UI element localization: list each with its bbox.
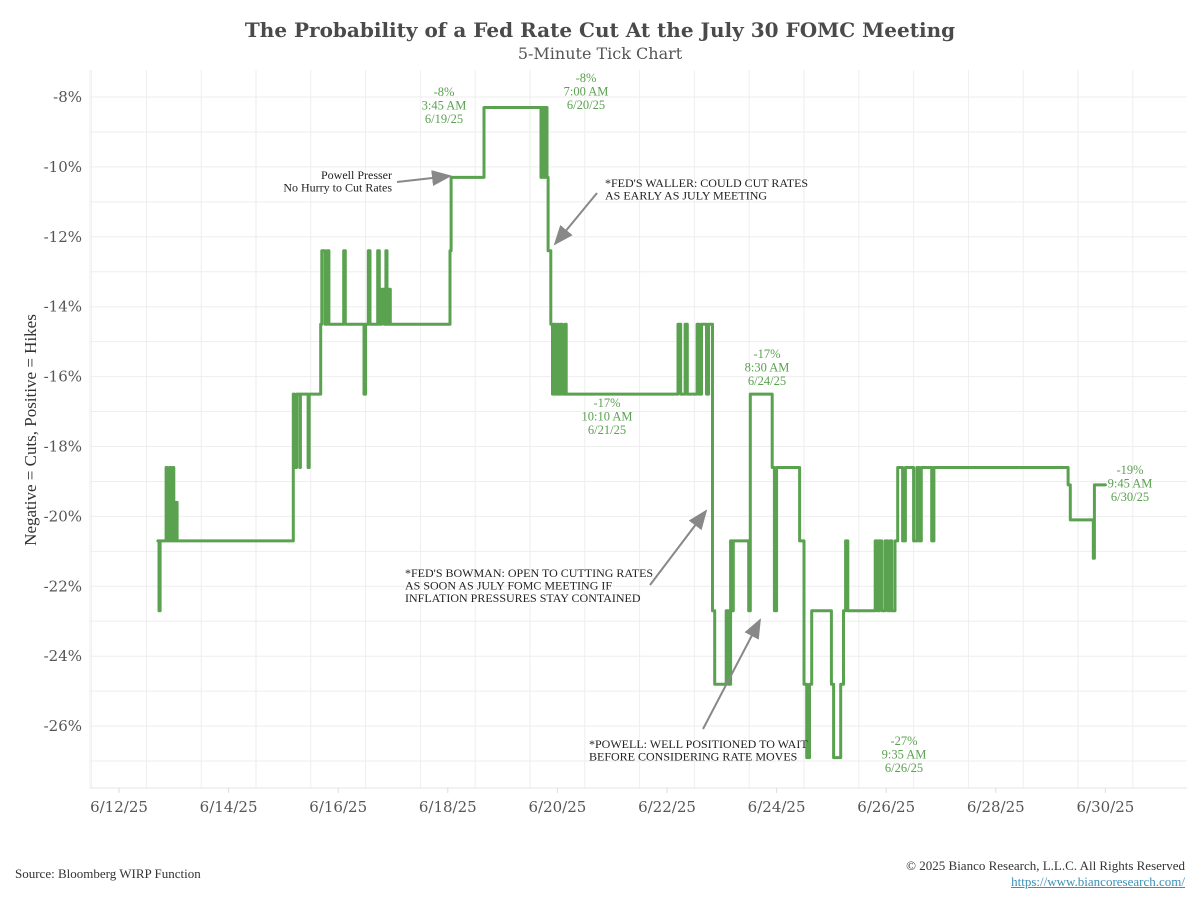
annotation-text: *FED'S WALLER: COULD CUT RATES — [605, 176, 808, 190]
point-label: -17%10:10 AM6/21/25 — [581, 396, 632, 437]
annotation-text: AS SOON AS JULY FOMC MEETING IF — [405, 579, 612, 593]
x-tick-label: 6/30/25 — [1076, 798, 1134, 816]
x-tick-label: 6/16/25 — [309, 798, 367, 816]
annotation-arrow-icon — [553, 192, 598, 246]
x-tick-label: 6/20/25 — [528, 798, 586, 816]
annotation-text: INFLATION PRESSURES STAY CONTAINED — [405, 591, 641, 605]
point-label-value: -27% — [890, 734, 917, 748]
y-tick-label: -26% — [44, 717, 82, 735]
y-tick-label: -10% — [44, 158, 82, 176]
point-label-time: 7:00 AM — [564, 85, 609, 99]
point-label-date: 6/30/25 — [1111, 490, 1149, 504]
y-tick-label: -20% — [44, 507, 82, 525]
point-label: -8%3:45 AM6/19/25 — [422, 85, 467, 126]
x-tick-label: 6/24/25 — [748, 798, 806, 816]
point-label: -27%9:35 AM6/26/25 — [882, 734, 927, 775]
point-label-time: 9:35 AM — [882, 748, 927, 762]
chart-title: The Probability of a Fed Rate Cut At the… — [245, 18, 955, 42]
y-tick-label: -16% — [44, 368, 82, 386]
annotation-text: No Hurry to Cut Rates — [283, 181, 392, 195]
point-labels: -8%3:45 AM6/19/25-8%7:00 AM6/20/25-17%10… — [422, 71, 1153, 775]
point-label-date: 6/20/25 — [567, 98, 605, 112]
x-tick-label: 6/12/25 — [90, 798, 148, 816]
point-label-date: 6/21/25 — [588, 423, 626, 437]
point-label: -17%8:30 AM6/24/25 — [745, 347, 790, 388]
point-label-date: 6/24/25 — [748, 374, 786, 388]
y-tick-label: -12% — [44, 228, 82, 246]
point-label: -8%7:00 AM6/20/25 — [564, 71, 609, 112]
annotation-arrow-icon — [396, 170, 452, 186]
point-label-value: -8% — [576, 71, 597, 85]
annotation-arrow-icon — [702, 618, 761, 730]
point-label-value: -17% — [753, 347, 780, 361]
annotation-text: *FED'S BOWMAN: OPEN TO CUTTING RATES — [405, 566, 653, 580]
chart-subtitle: 5-Minute Tick Chart — [518, 44, 683, 63]
annotation-arrow-icon — [649, 509, 708, 586]
copyright-block: © 2025 Bianco Research, L.L.C. All Right… — [906, 858, 1185, 890]
y-tick-label: -8% — [53, 88, 82, 106]
y-axis-label: Negative = Cuts, Positive = Hikes — [21, 314, 40, 546]
annotation-text: Powell Presser — [321, 168, 392, 182]
x-tick-label: 6/28/25 — [967, 798, 1025, 816]
source-note: Source: Bloomberg WIRP Function — [15, 866, 201, 881]
website-link[interactable]: https://www.biancoresearch.com/ — [1011, 874, 1185, 889]
point-label-date: 6/26/25 — [885, 761, 923, 775]
y-tick-label: -14% — [44, 298, 82, 316]
point-label-time: 3:45 AM — [422, 99, 467, 113]
point-label-time: 9:45 AM — [1108, 477, 1153, 491]
x-tick-label: 6/22/25 — [638, 798, 696, 816]
annotation-text: BEFORE CONSIDERING RATE MOVES — [589, 750, 797, 764]
point-label-value: -8% — [434, 85, 455, 99]
series-layer — [156, 106, 1107, 760]
point-label-value: -19% — [1116, 463, 1143, 477]
y-axis-ticks: -8% -10% -12% -14% -16% -18% -20% -22% -24% -26% — [44, 88, 82, 735]
y-tick-label: -18% — [44, 438, 82, 456]
annotation-text: AS EARLY AS JULY MEETING — [605, 189, 767, 203]
series-line — [156, 106, 1107, 760]
point-label-time: 8:30 AM — [745, 361, 790, 375]
y-tick-label: -24% — [44, 647, 82, 665]
point-label-time: 10:10 AM — [581, 410, 632, 424]
point-label: -19%9:45 AM6/30/25 — [1108, 463, 1153, 504]
x-tick-label: 6/18/25 — [419, 798, 477, 816]
copyright-text: © 2025 Bianco Research, L.L.C. All Right… — [906, 858, 1185, 873]
x-axis-ticks: 6/12/25 6/14/25 6/16/25 6/18/25 6/20/25 6/22/… — [90, 788, 1134, 816]
x-tick-label: 6/26/25 — [857, 798, 915, 816]
y-tick-label: -22% — [44, 577, 82, 595]
x-tick-label: 6/14/25 — [200, 798, 258, 816]
point-label-date: 6/19/25 — [425, 112, 463, 126]
point-label-value: -17% — [593, 396, 620, 410]
annotation-text: *POWELL: WELL POSITIONED TO WAIT — [589, 737, 808, 751]
